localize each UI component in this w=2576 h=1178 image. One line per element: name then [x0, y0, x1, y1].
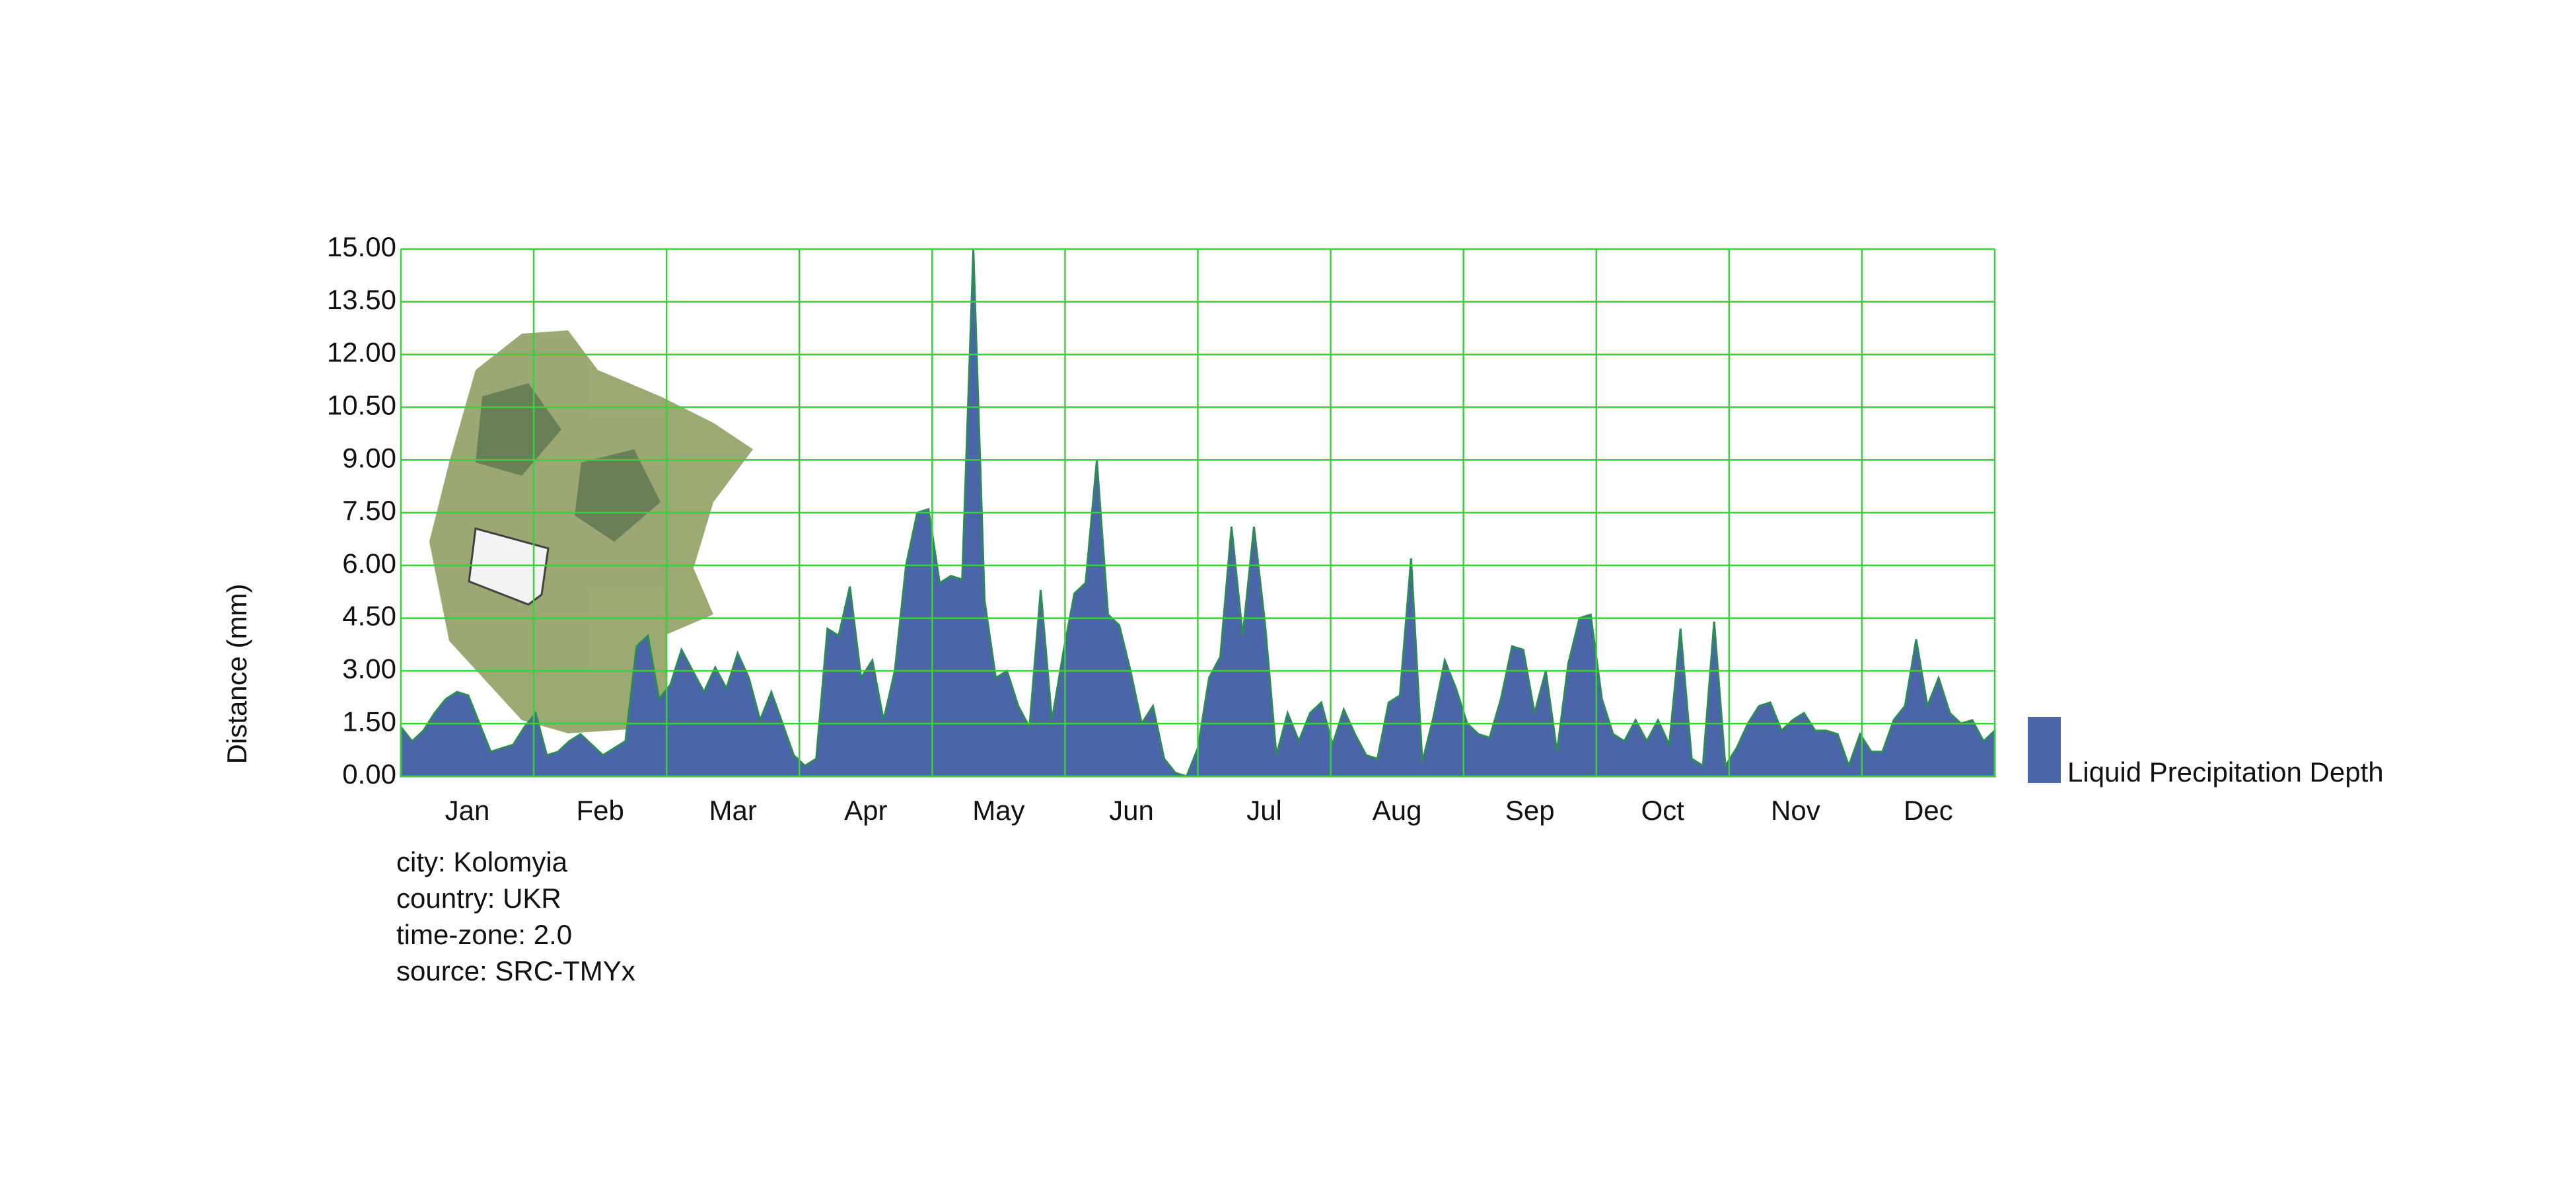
info-text: source: SRC-TMYx: [396, 955, 635, 986]
x-tick-label: Mar: [709, 795, 757, 826]
legend-swatch: [2028, 717, 2061, 783]
x-tick-label: Oct: [1641, 795, 1685, 826]
y-tick-label: 10.50: [327, 389, 396, 420]
x-tick-label: Nov: [1771, 795, 1820, 826]
x-tick-label: Jun: [1109, 795, 1154, 826]
y-axis-label: Distance (mm): [221, 583, 252, 764]
y-tick-label: 3.00: [342, 653, 396, 684]
legend-label: Liquid Precipitation Depth: [2067, 756, 2384, 788]
x-tick-label: Apr: [844, 795, 887, 826]
x-tick-label: Aug: [1373, 795, 1422, 826]
info-text: city: Kolomyia: [396, 846, 568, 877]
x-tick-label: Jan: [445, 795, 490, 826]
x-tick-label: Dec: [1904, 795, 1953, 826]
y-tick-label: 6.00: [342, 548, 396, 579]
y-tick-label: 15.00: [327, 231, 396, 262]
y-tick-label: 9.00: [342, 442, 396, 473]
y-tick-label: 4.50: [342, 601, 396, 632]
y-tick-label: 12.00: [327, 337, 396, 368]
x-tick-label: Sep: [1505, 795, 1555, 826]
x-tick-label: Jul: [1246, 795, 1282, 826]
y-tick-label: 1.50: [342, 706, 396, 737]
y-tick-label: 13.50: [327, 284, 396, 315]
area: [400, 248, 1996, 778]
map-overlay: [429, 330, 753, 733]
info-text: country: UKR: [396, 883, 561, 914]
info-text: time-zone: 2.0: [396, 919, 572, 950]
y-tick-label: 0.00: [342, 758, 396, 790]
x-tick-label: May: [972, 795, 1024, 826]
x-tick-label: Feb: [576, 795, 624, 826]
y-tick-label: 7.50: [342, 495, 396, 526]
